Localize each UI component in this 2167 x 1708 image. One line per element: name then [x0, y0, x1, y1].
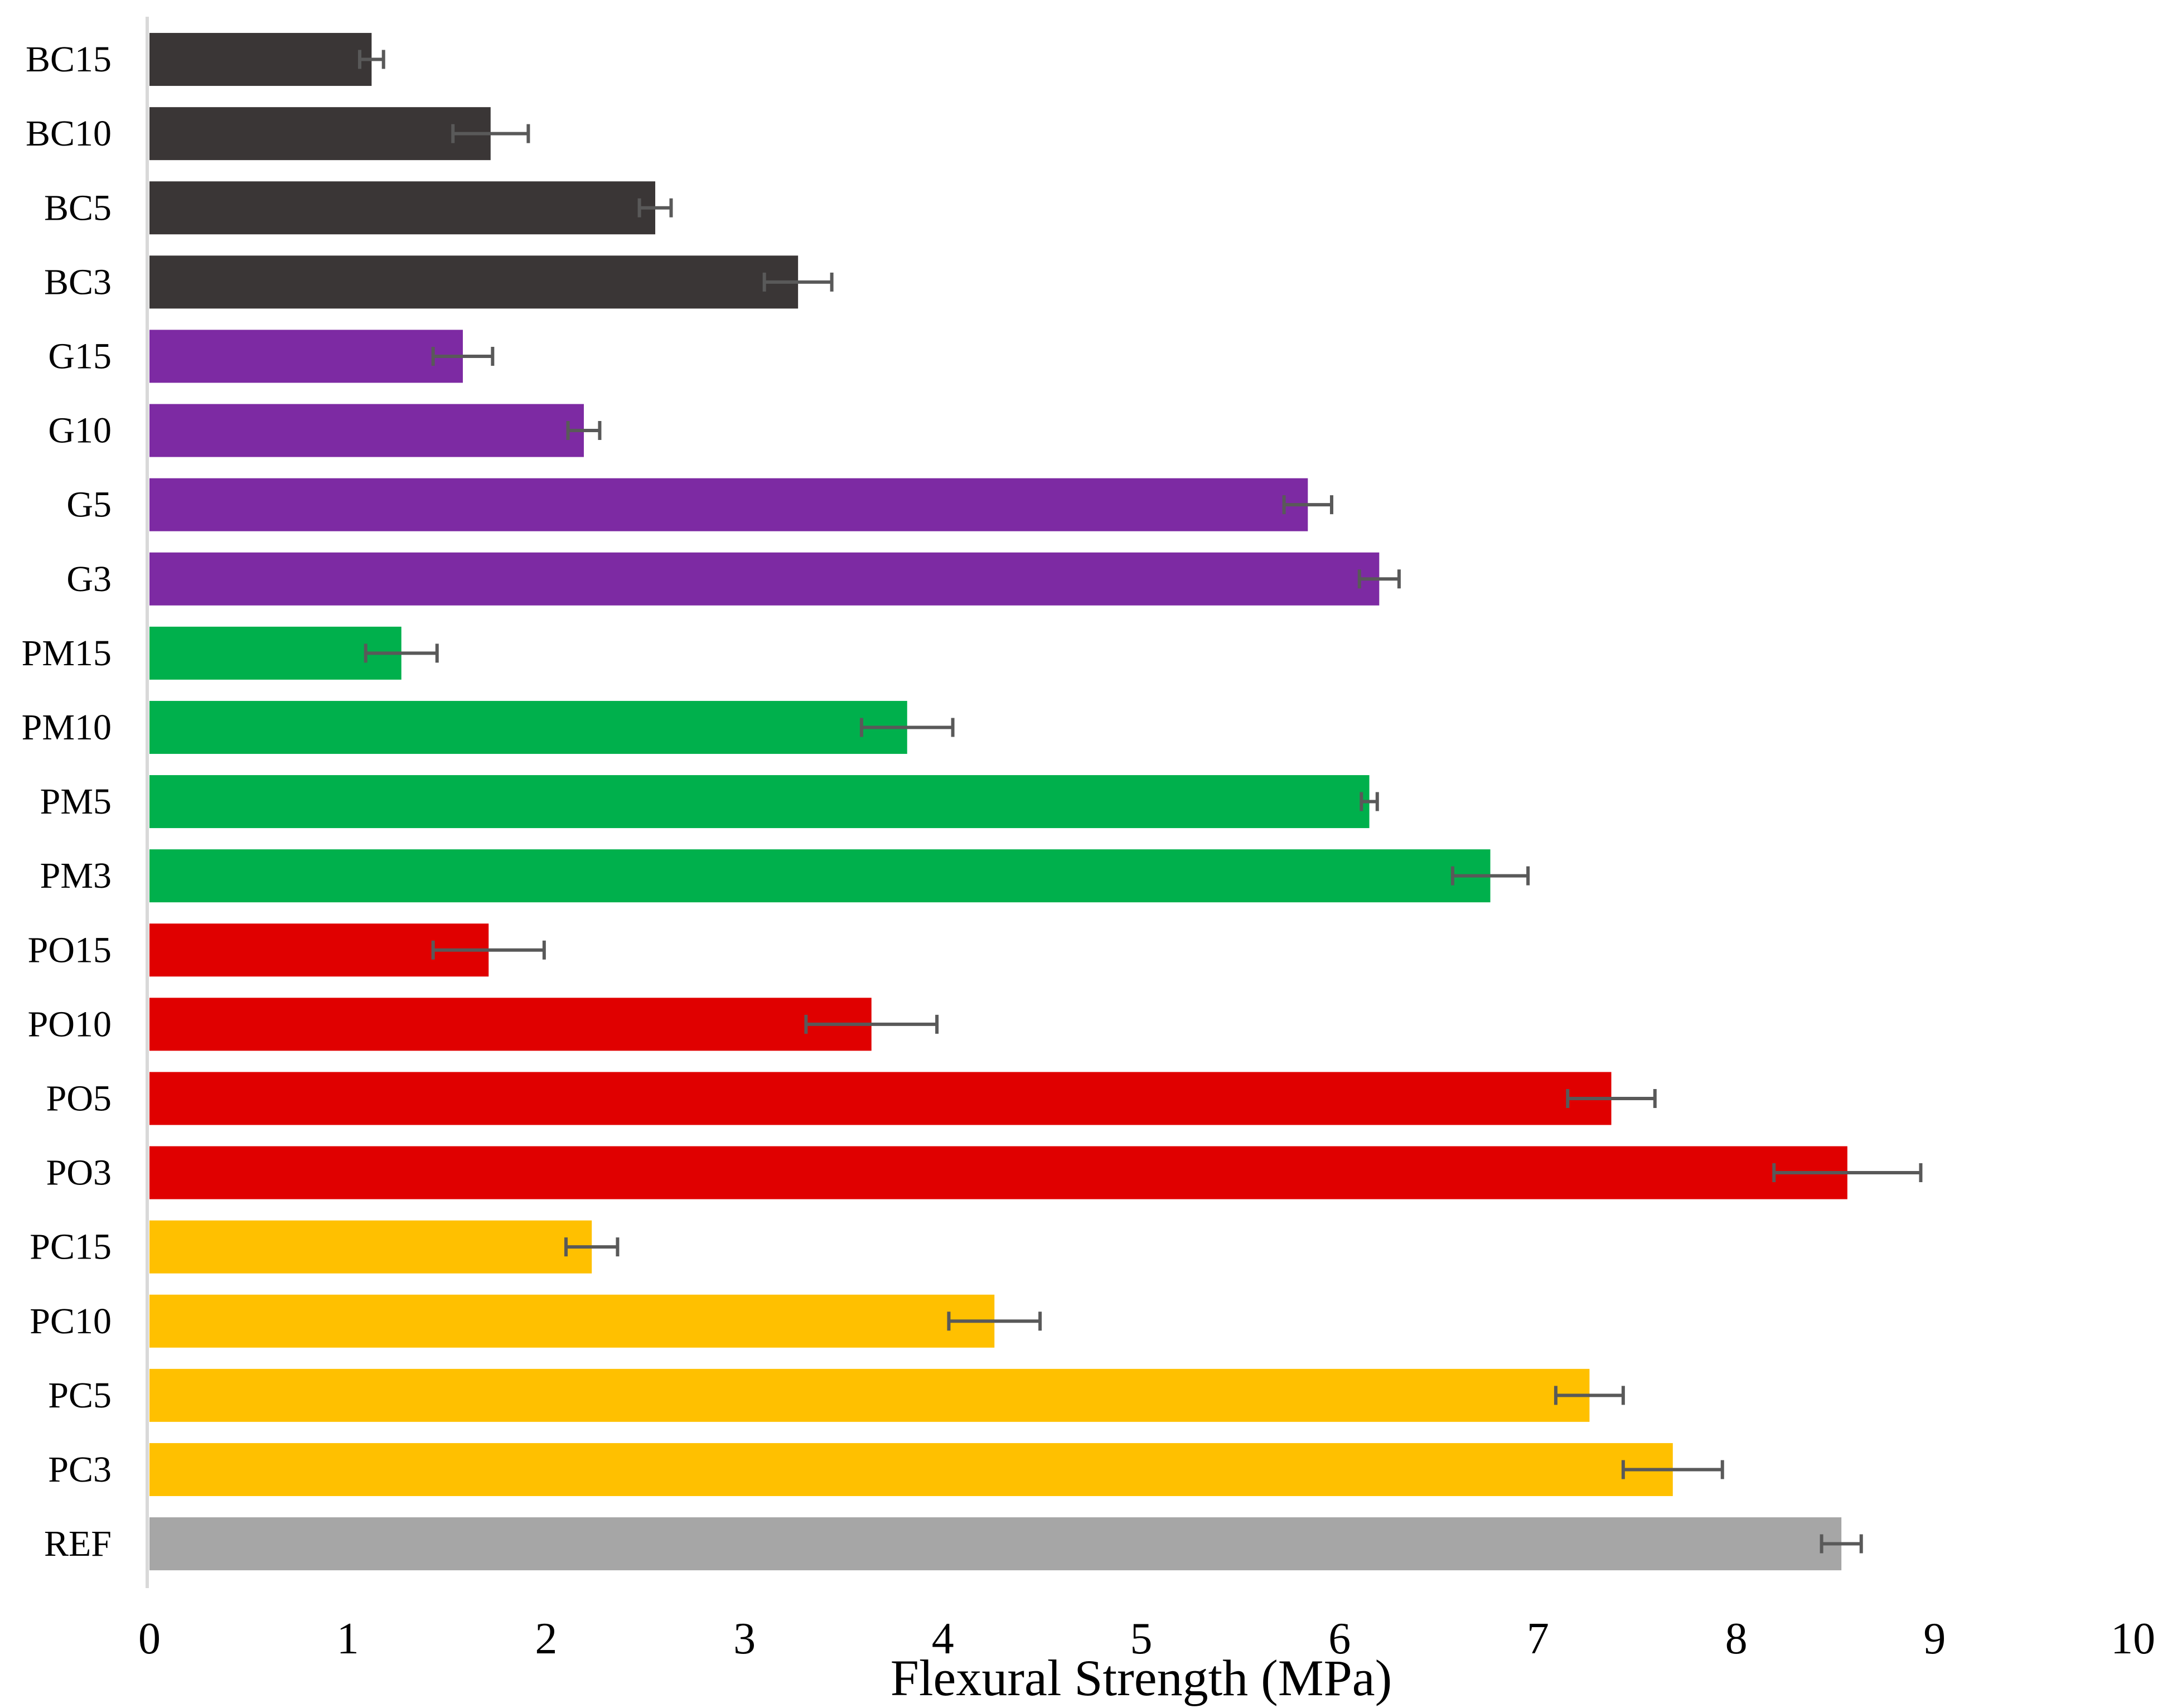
bar-bc15	[149, 33, 372, 86]
bar-g5	[149, 478, 1308, 531]
category-label-pc3: PC3	[48, 1449, 112, 1490]
category-label-pm5: PM5	[40, 781, 112, 822]
x-tick-label-4: 4	[932, 1614, 954, 1663]
error-bar-bc15	[358, 50, 385, 69]
x-tick-label-10: 10	[2111, 1614, 2155, 1663]
category-label-g15: G15	[48, 336, 112, 376]
category-label-g10: G10	[48, 410, 112, 451]
bar-pm5	[149, 775, 1370, 829]
bar-pc10	[149, 1294, 995, 1348]
category-label-ref: REF	[44, 1523, 112, 1564]
bar-pm3	[149, 849, 1491, 903]
x-tick-label-9: 9	[1923, 1614, 1946, 1663]
x-tick-label-1: 1	[337, 1614, 359, 1663]
category-label-pc5: PC5	[48, 1375, 112, 1416]
error-bar-g5	[1282, 495, 1333, 515]
category-label-pc10: PC10	[30, 1301, 112, 1342]
x-tick-label-6: 6	[1328, 1614, 1351, 1663]
bar-g3	[149, 552, 1380, 606]
category-label-g5: G5	[66, 485, 112, 525]
error-bar-pm3	[1450, 866, 1530, 886]
error-bar-pc15	[564, 1237, 620, 1257]
category-label-bc10: BC10	[26, 113, 112, 154]
category-label-bc15: BC15	[26, 39, 112, 80]
category-label-g3: G3	[66, 559, 112, 599]
error-bars-layer	[358, 50, 1923, 1554]
x-tick-label-0: 0	[138, 1614, 161, 1663]
bars-layer	[149, 33, 1847, 1571]
error-bar-g15	[431, 346, 495, 366]
category-label-pm10: PM10	[22, 707, 112, 748]
error-bar-bc3	[762, 272, 834, 292]
x-tick-label-2: 2	[535, 1614, 557, 1663]
category-label-pm15: PM15	[22, 633, 112, 674]
error-bar-po10	[804, 1014, 939, 1034]
bar-g15	[149, 330, 463, 383]
error-bar-bc10	[451, 124, 530, 143]
error-bar-ref	[1820, 1534, 1863, 1554]
bar-bc3	[149, 255, 799, 309]
x-tick-label-8: 8	[1725, 1614, 1748, 1663]
category-labels: BC15 BC10 BC5 BC3 G15 G10 G5 G3 PM15 PM10 PM5 PM3 PO…	[22, 39, 112, 1564]
bar-bc10	[149, 107, 491, 161]
category-label-po5: PO5	[46, 1078, 112, 1119]
category-label-pc15: PC15	[30, 1227, 112, 1267]
bar-ref	[149, 1517, 1842, 1571]
x-tick-labels: 0 1 2 3 4 5 6 7 8 9 10	[138, 1614, 2155, 1663]
error-bar-po3	[1772, 1163, 1923, 1183]
category-label-bc3: BC3	[44, 262, 112, 302]
error-bar-pm5	[1360, 792, 1379, 811]
category-label-bc5: BC5	[44, 187, 112, 228]
category-label-pm3: PM3	[40, 855, 112, 896]
bar-g10	[149, 404, 584, 457]
x-axis-title: Flexural Strength (MPa)	[891, 1649, 1392, 1706]
error-bar-g10	[566, 421, 602, 441]
bar-po10	[149, 998, 872, 1051]
error-bar-pc5	[1554, 1386, 1625, 1405]
x-tick-label-5: 5	[1130, 1614, 1153, 1663]
error-bar-pc10	[947, 1312, 1042, 1331]
bar-bc5	[149, 181, 656, 235]
x-tick-label-7: 7	[1527, 1614, 1549, 1663]
error-bar-pm10	[859, 718, 955, 737]
bar-po5	[149, 1072, 1612, 1125]
error-bar-po15	[431, 940, 546, 960]
category-label-po15: PO15	[28, 930, 112, 970]
bar-pc3	[149, 1443, 1673, 1496]
category-label-po10: PO10	[28, 1004, 112, 1044]
category-label-po3: PO3	[46, 1153, 112, 1193]
bar-po3	[149, 1146, 1847, 1199]
error-bar-pc3	[1621, 1460, 1724, 1479]
bar-pm10	[149, 700, 907, 754]
error-bar-po5	[1566, 1088, 1657, 1108]
bar-pc5	[149, 1368, 1590, 1422]
bar-pc15	[149, 1220, 592, 1274]
x-tick-label-3: 3	[733, 1614, 756, 1663]
error-bar-pm15	[364, 643, 439, 663]
error-bar-bc5	[637, 198, 673, 217]
error-bar-g3	[1357, 569, 1401, 589]
bar-pm15	[149, 626, 402, 680]
